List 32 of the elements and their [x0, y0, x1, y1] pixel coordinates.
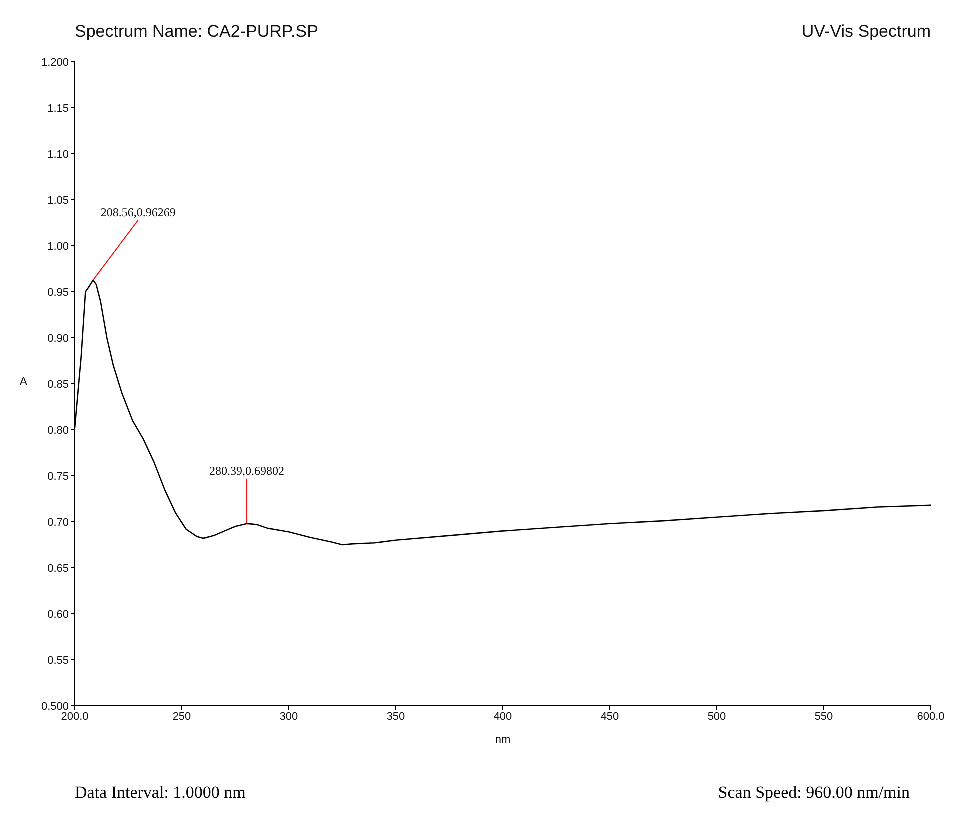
x-axis-title: nm	[494, 734, 512, 746]
annotation: 280.39,0.69802	[210, 464, 285, 478]
y-tick-label: 0.95	[48, 286, 69, 299]
y-tick-label: 0.85	[48, 378, 69, 391]
x-tick-label: 400	[494, 710, 512, 723]
y-tick-label: 0.75	[48, 470, 69, 483]
y-tick-label: 0.55	[48, 654, 69, 667]
y-tick-label: 0.500	[41, 700, 69, 713]
x-tick-label: 600.0	[917, 710, 945, 723]
x-tick-label: 550	[814, 710, 834, 723]
y-tick-label: 0.65	[48, 562, 69, 575]
chart-title: Spectrum Name: CA2-PURP.SP	[75, 22, 318, 42]
y-tick-label: 0.80	[48, 424, 69, 437]
x-tick-label: 300	[280, 710, 298, 723]
y-tick-label: 0.60	[48, 608, 69, 621]
text: Data Interval: 1.0000 nm	[75, 783, 246, 803]
x-tick-label: 200.0	[61, 710, 89, 723]
y-tick-label: 1.15	[48, 102, 69, 115]
y-tick-label: 0.70	[48, 516, 69, 529]
y-tick-label: 0.90	[48, 332, 69, 345]
x-tick-label: 350	[386, 710, 406, 723]
y-tick-label: 1.10	[48, 148, 69, 161]
y-tick-label: 1.00	[48, 240, 69, 253]
chart-subtitle: UV-Vis Spectrum	[802, 22, 931, 42]
x-tick-label: 500	[708, 710, 726, 723]
y-tick-label: 1.200	[41, 56, 69, 69]
annotation: 208.56,0.96269	[100, 205, 176, 220]
text: Scan Speed: 960.00 nm/min	[718, 783, 910, 803]
x-tick-label: 250	[172, 710, 192, 723]
y-tick-label: 1.05	[48, 194, 69, 207]
x-tick-label: 450	[600, 710, 620, 723]
y-axis-title: A	[20, 376, 28, 388]
